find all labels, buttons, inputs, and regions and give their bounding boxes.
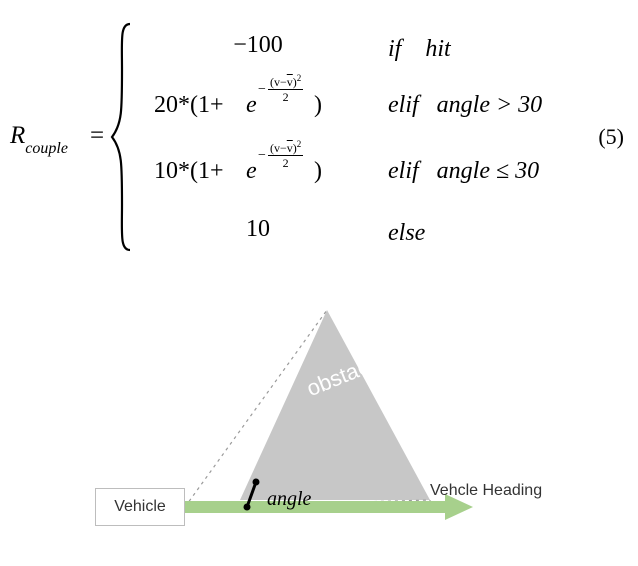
case-1-cond-prefix: if — [388, 36, 401, 62]
case-row-4: 10 else — [138, 206, 558, 262]
case-1-cond: if hit — [388, 36, 451, 63]
case-2-cond: elif angle > 30 — [388, 92, 542, 119]
equals-sign: = — [90, 122, 104, 150]
equation-lhs: Rcouple — [10, 122, 68, 154]
super-fraction: (v−v)2 2 — [268, 74, 303, 103]
case-3-cond-body: angle ≤ 30 — [437, 158, 540, 184]
case-row-1: −100 if hit — [138, 22, 558, 78]
super-minus: − — [258, 148, 266, 164]
case-row-2: 20*(1+ e − (v−v)2 2 ) elif — [138, 78, 558, 134]
obstacle-shape — [240, 310, 430, 500]
left-brace-icon — [108, 20, 138, 254]
close-paren: ) — [314, 158, 322, 185]
equation-number: (5) — [598, 124, 624, 150]
case-row-3: 10*(1+ e − (v−v)2 2 ) elif — [138, 144, 558, 200]
case-2-cond-prefix: elif — [388, 92, 419, 118]
angle-label: angle — [267, 488, 311, 511]
vehicle-diagram: obstacle Vehicle angle Vehcle Heading — [95, 310, 565, 560]
e-symbol: e — [246, 92, 257, 119]
super-fraction: (v−v)2 2 — [268, 140, 303, 169]
close-paren: ) — [314, 92, 322, 119]
case-3-cond: elif angle ≤ 30 — [388, 158, 539, 185]
case-3-cond-prefix: elif — [388, 158, 419, 184]
e-symbol: e — [246, 158, 257, 185]
case-1-cond-body: hit — [425, 36, 450, 62]
page-root: Rcouple = −100 if hit 20*(1+ — [0, 0, 638, 566]
case-2-expr: 20*(1+ e − (v−v)2 2 ) — [138, 78, 378, 141]
case-2-cond-body: angle > 30 — [437, 92, 543, 118]
case-3-expr: 10*(1+ e − (v−v)2 2 ) — [138, 144, 378, 207]
super-minus: − — [258, 82, 266, 98]
lhs-subscript: couple — [25, 140, 68, 157]
case-2-coef-part: 20*(1+ — [154, 92, 224, 119]
equation-block: Rcouple = −100 if hit 20*(1+ — [10, 20, 628, 270]
lhs-symbol: R — [10, 122, 25, 149]
vehicle-box: Vehicle — [95, 488, 185, 526]
case-4-cond: else — [388, 220, 425, 247]
case-3-coef-part: 10*(1+ — [154, 158, 224, 185]
case-4-expr: 10 — [138, 216, 378, 243]
heading-label: Vehcle Heading — [430, 482, 542, 500]
case-4-cond-prefix: else — [388, 220, 425, 246]
case-1-expr: −100 — [138, 32, 378, 59]
